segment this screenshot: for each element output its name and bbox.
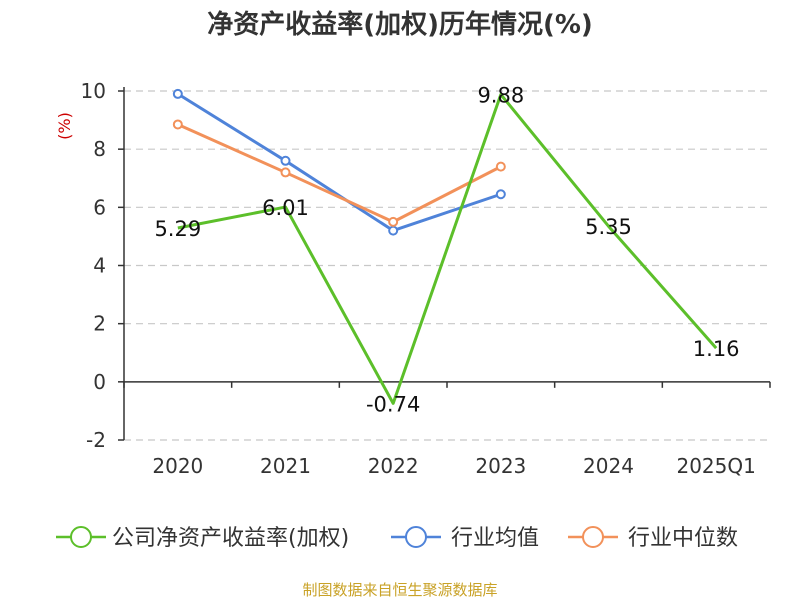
legend-item: 公司净资产收益率(加权) [56,526,349,551]
x-tick-label: 2025Q1 [676,454,755,478]
source-note: 制图数据来自恒生聚源数据库 [302,581,497,599]
x-tick-label: 2024 [583,454,634,478]
y-tick-label: -2 [86,428,106,452]
series-point [388,216,399,227]
data-labels: 5.29 6.01 -0.74 9.88 5.35 1.16 [154,83,739,416]
series-point [280,155,291,166]
y-tick-label: 10 [81,79,106,103]
legend-marker [70,526,92,548]
series-point [172,88,183,99]
data-label: 5.35 [585,215,632,239]
y-tick-label: 4 [93,254,106,278]
y-axis-label: (%) [55,112,74,140]
series-point [388,225,399,236]
y-tick-label: 6 [93,195,106,219]
data-label: -0.74 [366,392,420,416]
series-point [495,189,506,200]
series-layer [172,88,718,405]
y-tick-label: 0 [93,370,106,394]
series-line-1 [177,92,502,233]
data-label: 6.01 [262,196,309,220]
y-tick-label: 8 [93,137,106,161]
series-point [495,161,506,172]
legend-item: 行业中位数 [568,526,738,551]
legend-marker [582,526,604,548]
series-point [172,119,183,130]
x-tick-label: 2022 [368,454,419,478]
y-tick-label: 2 [93,312,106,336]
data-label: 5.29 [154,217,201,241]
data-label: 9.88 [477,83,524,107]
x-tick-label: 2021 [260,454,311,478]
legend-label: 公司净资产收益率(加权) [112,526,349,551]
series-line-2 [177,123,502,224]
legend-label: 行业中位数 [628,526,738,551]
series-line-0 [177,92,718,405]
series-point [280,167,291,178]
legend: 公司净资产收益率(加权) 行业均值 行业中位数 [56,526,738,551]
chart-title: 净资产收益率(加权)历年情况(%) [207,9,593,40]
data-label: 1.16 [693,337,740,361]
x-tick-label: 2023 [475,454,526,478]
x-tick-label: 2020 [152,454,203,478]
legend-label: 行业均值 [451,526,539,551]
legend-item: 行业均值 [391,526,539,551]
legend-marker [405,526,427,548]
axes: -2 0 2 4 6 8 10 2020 2021 2022 2023 2024 2025Q1 [81,79,771,478]
